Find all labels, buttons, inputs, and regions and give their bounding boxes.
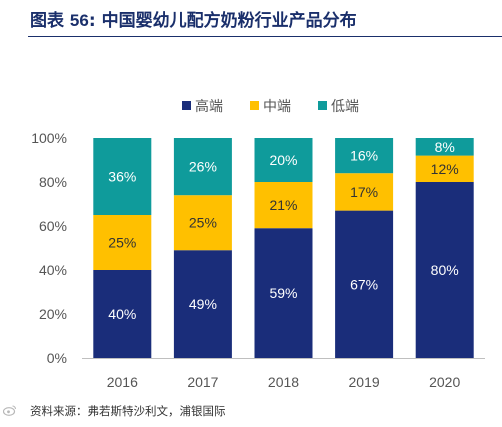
y-tick-label: 100% (31, 130, 67, 146)
x-tick-label: 2017 (187, 374, 218, 390)
stacked-bar-chart: 0% 20% 40% 60% 80% 100% 40% 25% 36% 2016 49% 25% 26%… (31, 98, 485, 390)
data-label: 25% (189, 215, 217, 231)
data-label: 20% (269, 152, 297, 168)
data-label: 40% (108, 306, 136, 322)
y-tick-label: 80% (39, 174, 67, 190)
figure-title: 图表 56: 中国婴幼儿配方奶粉行业产品分布 (30, 6, 357, 31)
y-tick-label: 40% (39, 262, 67, 278)
data-label: 67% (350, 276, 378, 292)
data-label: 59% (269, 285, 297, 301)
data-label: 8% (435, 139, 455, 155)
bar-segment-mid (335, 173, 394, 211)
legend-label: 低端 (331, 99, 359, 115)
data-label: 49% (189, 296, 217, 312)
data-label: 21% (269, 197, 297, 213)
data-label: 12% (431, 161, 459, 177)
bar-segment-mid (415, 155, 474, 182)
bar-segment-low (173, 138, 232, 196)
bar-segment-mid (173, 195, 232, 251)
x-tick-label: 2018 (268, 374, 299, 390)
bar-segment-high (254, 228, 313, 358)
legend-swatch (182, 101, 191, 110)
bar-segment-high (415, 182, 474, 358)
bar-segment-high (93, 270, 152, 358)
bar-segment-low (415, 138, 474, 156)
y-tick-label: 0% (47, 350, 67, 366)
legend-label: 高端 (195, 98, 223, 115)
y-tick-label: 60% (39, 218, 67, 234)
title-colon: : (88, 11, 96, 31)
legend-swatch (318, 101, 327, 110)
bar-segment-low (335, 138, 394, 174)
figure-number: 56 (69, 11, 89, 30)
bar-segment-high (335, 210, 394, 358)
x-tick-label: 2020 (429, 374, 460, 390)
bar-segment-high (173, 250, 232, 358)
legend-label: 中端 (263, 99, 291, 115)
bar-segment-mid (93, 215, 152, 270)
weibo-watermark-icon (3, 405, 17, 416)
bar-segment-low (254, 138, 313, 182)
data-label: 25% (108, 235, 136, 251)
x-tick-label: 2019 (349, 374, 380, 390)
y-tick-label: 20% (39, 306, 67, 322)
data-label: 26% (189, 159, 217, 175)
data-label: 36% (108, 169, 136, 185)
title-rule (28, 36, 502, 37)
figure-prefix: 图表 (30, 11, 64, 31)
data-label: 16% (350, 148, 378, 164)
bar-segment-mid (254, 182, 313, 229)
figure-title-text: 中国婴幼儿配方奶粉行业产品分布 (101, 11, 357, 31)
x-tick-label: 2016 (107, 374, 138, 390)
legend-swatch (250, 101, 259, 110)
bar-segment-low (93, 138, 152, 215)
data-label: 17% (350, 184, 378, 200)
data-label: 80% (431, 262, 459, 278)
source-note: 资料来源：弗若斯特沙利文，浦银国际 (30, 404, 226, 418)
